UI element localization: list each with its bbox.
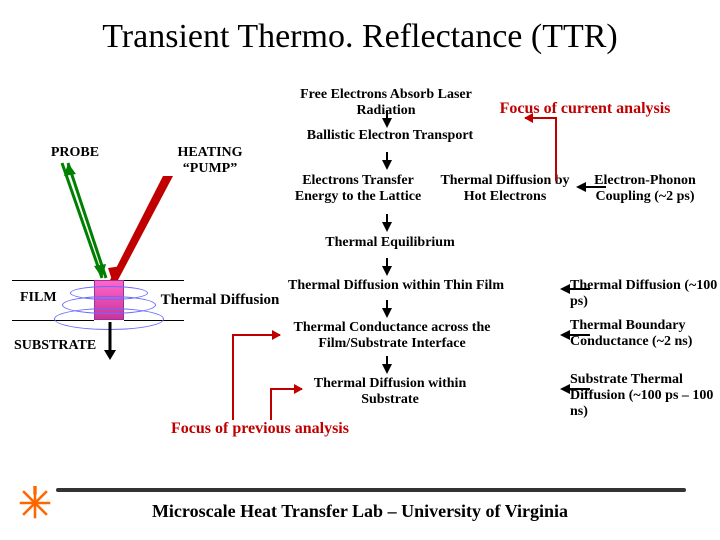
probe-beam-icon [54, 160, 114, 282]
arrow-icon [382, 364, 392, 374]
annot-thermal-diffusion-film: Thermal Diffusion (~100 ps) [570, 278, 720, 310]
page-title: Transient Thermo. Reflectance (TTR) [0, 18, 720, 56]
heating-label: HEATING [165, 145, 255, 161]
substrate-label: SUBSTRATE [14, 338, 114, 354]
diffusion-arrow-icon [102, 322, 118, 362]
focus-previous: Focus of previous analysis [150, 420, 370, 438]
step-equilibrium: Thermal Equilibrium [300, 235, 480, 251]
arrow-icon [382, 308, 392, 318]
annot-electron-phonon: Electron-Phonon Coupling (~2 ps) [585, 173, 705, 205]
arrow-icon [560, 384, 570, 394]
step-hot-electron-diffusion: Thermal Diffusion by Hot Electrons [435, 173, 575, 205]
divider [56, 488, 686, 492]
callout-line [555, 117, 557, 181]
thermal-diffusion-label: Thermal Diffusion [155, 292, 285, 309]
step-conductance-interface: Thermal Conductance across the Film/Subs… [272, 320, 512, 352]
step-diffusion-substrate: Thermal Diffusion within Substrate [290, 376, 490, 408]
step-diffusion-film: Thermal Diffusion within Thin Film [276, 278, 516, 294]
footer-text: Microscale Heat Transfer Lab – Universit… [0, 501, 720, 522]
arrow-icon [382, 118, 392, 128]
callout-line [270, 388, 272, 420]
callout-arrow-icon [232, 334, 280, 336]
callout-arrow-icon [525, 117, 555, 119]
arrow-icon [560, 330, 570, 340]
callout-arrow-icon [270, 388, 302, 390]
pump-label: “PUMP” [165, 161, 255, 177]
step-ballistic: Ballistic Electron Transport [290, 128, 490, 144]
film-label: FILM [20, 290, 70, 306]
probe-label: PROBE [40, 145, 110, 161]
arrow-icon [382, 222, 392, 232]
step-electron-transfer: Electrons Transfer Energy to the Lattice [283, 173, 433, 205]
callout-line [232, 334, 234, 420]
annot-boundary-conductance: Thermal Boundary Conductance (~2 ns) [570, 318, 720, 350]
arrow-icon [382, 266, 392, 276]
arrow-icon [576, 182, 586, 192]
annot-substrate-diffusion: Substrate Thermal Diffusion (~100 ps – 1… [570, 372, 720, 420]
focus-current: Focus of current analysis [480, 100, 690, 118]
arrow-icon [382, 160, 392, 170]
pump-beam-icon [108, 176, 180, 284]
arrow-icon [560, 284, 570, 294]
